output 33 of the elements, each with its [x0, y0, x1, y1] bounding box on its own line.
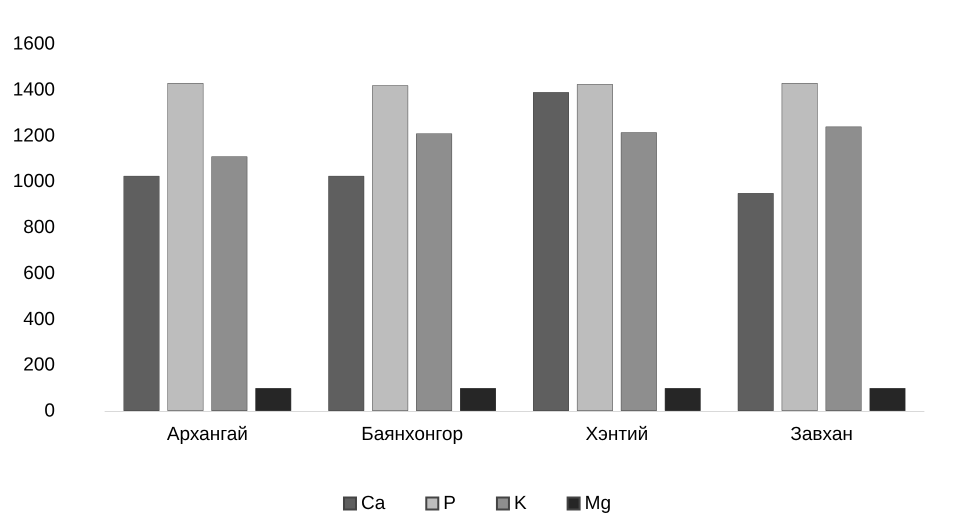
bar [255, 388, 292, 411]
bar [576, 84, 613, 411]
legend-label: Ca [360, 493, 386, 514]
bar [211, 156, 248, 411]
bar [620, 132, 657, 411]
y-tick-label: 1400 [12, 79, 55, 100]
x-tick-label: Архангай [166, 424, 248, 445]
bar [372, 85, 408, 411]
bar [738, 193, 774, 411]
bar [460, 388, 496, 411]
bar [870, 388, 906, 411]
x-tick-label: Завхан [790, 424, 853, 445]
y-tick-label: 0 [44, 400, 55, 422]
bar [826, 126, 862, 411]
y-tick-label: 600 [23, 262, 55, 284]
bar [167, 82, 204, 411]
y-tick-label: 1600 [12, 34, 55, 54]
bar [416, 133, 452, 411]
y-tick-label: 800 [23, 217, 55, 238]
y-tick-label: 1200 [12, 125, 55, 146]
bar [664, 388, 701, 411]
bar [123, 176, 160, 411]
y-tick-label: 400 [23, 308, 55, 330]
bar [782, 82, 818, 411]
bar [532, 92, 569, 411]
y-tick-label: 1000 [12, 171, 55, 192]
bar [328, 176, 364, 411]
legend-label: K [514, 493, 527, 514]
y-tick-label: 200 [23, 354, 55, 376]
legend-label: P [443, 493, 456, 514]
legend-label: Mg [584, 493, 612, 514]
x-tick-label: Хэнтий [585, 424, 648, 445]
x-tick-label: Баянхонгор [361, 424, 464, 445]
